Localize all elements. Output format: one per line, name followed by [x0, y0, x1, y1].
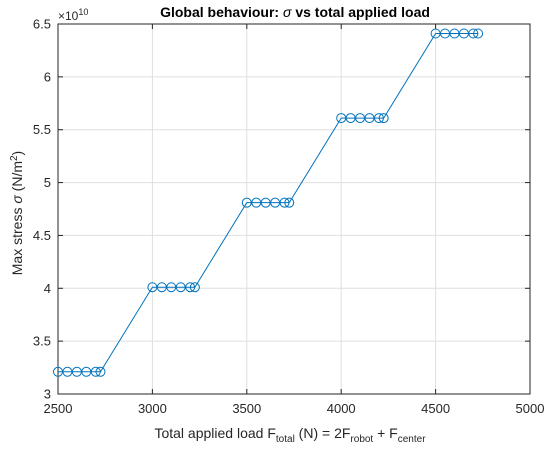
y-tick-label: 5.5: [33, 122, 51, 137]
chart-title: Global behaviour: σ vs total applied loa…: [160, 4, 430, 20]
title-sigma: σ: [283, 4, 292, 20]
y-tick-label: 4: [44, 281, 51, 296]
series-line: [58, 33, 479, 373]
y-axis-title: Max stress σ (N/m2): [9, 151, 25, 275]
grid: [57, 23, 531, 395]
data-point: [284, 197, 295, 208]
y-tick-label: 6: [44, 69, 51, 84]
y-tick-label: 6.5: [33, 17, 51, 32]
tick-marks: [57, 23, 531, 395]
data-point: [473, 28, 484, 39]
data-point: [95, 366, 106, 377]
y-tick-label: 5: [44, 175, 51, 190]
y-tick-label: 3: [44, 387, 51, 402]
data-point: [185, 282, 196, 293]
data-point: [373, 113, 384, 124]
x-tick-label: 4000: [327, 401, 356, 416]
x-tick-label: 4500: [421, 401, 450, 416]
y-tick-label: 3.5: [33, 334, 51, 349]
x-tick-labels: 2500 3000 3500 4000 4500 5000: [44, 401, 545, 416]
data-point: [90, 366, 101, 377]
data-point: [189, 282, 200, 293]
y-axis-exponent: ×1010: [58, 7, 88, 23]
x-axis-title: Total applied load Ftotal (N) = 2Frobot …: [154, 425, 426, 445]
data-point: [279, 197, 290, 208]
x-tick-label: 2500: [44, 401, 73, 416]
data-point: [468, 28, 479, 39]
x-tick-label: 3500: [232, 401, 261, 416]
series-markers: [53, 28, 484, 377]
x-tick-label: 3000: [138, 401, 167, 416]
data-point: [378, 113, 389, 124]
plot-area: [57, 23, 531, 395]
x-tick-label: 5000: [516, 401, 545, 416]
y-tick-labels: 3 3.5 4 4.5 5 5.5 6 6.5: [33, 17, 51, 402]
y-tick-label: 4.5: [33, 228, 51, 243]
